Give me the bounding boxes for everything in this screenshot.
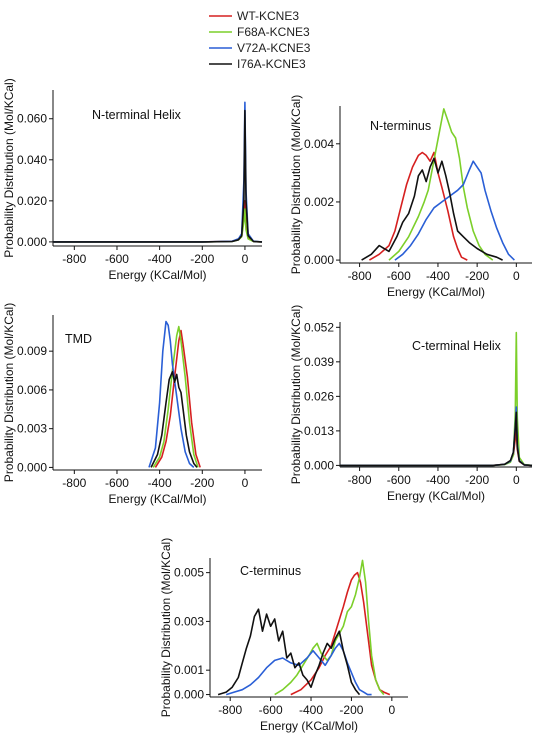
x-tick-label: 0 [513, 473, 520, 487]
x-tick-label: 0 [388, 703, 395, 717]
legend: WT-KCNE3 F68A-KCNE3 V72A-KCNE3 I76A-KCNE3 [209, 9, 311, 71]
y-tick-label: 0.001 [174, 663, 204, 677]
y-tick-label: 0.052 [304, 320, 334, 334]
x-tick-label: -800 [348, 269, 372, 283]
y-tick-label: 0.000 [304, 458, 334, 472]
series-line [150, 370, 198, 468]
y-tick-label: 0.000 [304, 253, 334, 267]
x-tick-label: -400 [148, 252, 172, 266]
x-tick-label: -800 [62, 476, 86, 490]
y-axis-label: Probability Distribution (Mol/KCal) [2, 78, 16, 257]
y-tick-label: 0.002 [304, 195, 334, 209]
chart-panel: 0.000 0.002 0.004 -800 -600 -400 -200 0 Energy (… [289, 95, 532, 299]
x-tick-label: -600 [259, 703, 283, 717]
y-tick-label: 0.005 [174, 566, 204, 580]
legend-label: I76A-KCNE3 [237, 57, 306, 71]
series-line [53, 109, 263, 243]
x-tick-label: -800 [348, 473, 372, 487]
y-tick-label: 0.006 [17, 383, 47, 397]
y-tick-label: 0.060 [17, 112, 47, 126]
x-tick-label: 0 [513, 269, 520, 283]
x-tick-label: -600 [387, 473, 411, 487]
x-tick-label: 0 [242, 476, 249, 490]
x-tick-label: -400 [426, 473, 450, 487]
series-line [361, 157, 503, 261]
panel-title: TMD [65, 332, 92, 346]
panel-title: C-terminus [240, 564, 301, 578]
x-tick-label: -800 [62, 252, 86, 266]
series-line [148, 320, 195, 468]
y-axis-label: Probability Distribution (Mol/KCal) [2, 303, 16, 482]
y-tick-label: 0.009 [17, 344, 47, 358]
series-line [394, 160, 515, 261]
chart-panel: 0.000 0.001 0.003 0.005 -800 -600 -400 -200 0 Ene… [159, 538, 408, 733]
series-line [225, 642, 372, 696]
x-axis-label: Energy (KCal/Mol) [108, 492, 206, 506]
x-tick-label: -400 [148, 476, 172, 490]
legend-label: V72A-KCNE3 [237, 41, 311, 55]
y-axis-label: Probability Distribution (Mol/KCal) [159, 538, 173, 717]
series-line [152, 325, 199, 468]
x-axis-label: Energy (KCal/Mol) [260, 719, 358, 733]
y-tick-label: 0.026 [304, 389, 334, 403]
x-tick-label: -400 [426, 269, 450, 283]
x-tick-label: -200 [339, 703, 363, 717]
panel-title: C-terminal Helix [412, 339, 502, 353]
x-tick-label: -200 [190, 252, 214, 266]
y-tick-label: 0.039 [304, 355, 334, 369]
y-axis-label: Probability Distribution (Mol/KCal) [289, 95, 303, 274]
panel-title: N-terminus [370, 119, 431, 133]
y-tick-label: 0.003 [17, 422, 47, 436]
x-tick-label: -200 [465, 473, 489, 487]
legend-label: WT-KCNE3 [237, 9, 299, 23]
y-tick-label: 0.003 [174, 614, 204, 628]
series-line [53, 101, 263, 243]
chart-panel: 0.000 0.020 0.040 0.060 -800 -600 -400 -200 0 Ene… [2, 78, 263, 282]
series-line [388, 108, 494, 261]
y-tick-label: 0.000 [17, 235, 47, 249]
series-line [53, 200, 263, 243]
y-tick-label: 0.013 [304, 424, 334, 438]
x-axis-label: Energy (KCal/Mol) [387, 489, 485, 503]
panels: 0.000 0.020 0.040 0.060 -800 -600 -400 -200 0 Ene… [2, 78, 533, 733]
y-tick-label: 0.040 [17, 153, 47, 167]
x-tick-label: -600 [105, 476, 129, 490]
series-line [217, 608, 361, 696]
x-tick-label: -400 [299, 703, 323, 717]
series-line [340, 427, 533, 467]
series-line [368, 151, 468, 261]
y-tick-label: 0.020 [17, 194, 47, 208]
y-axis-label: Probability Distribution (Mol/KCal) [289, 305, 303, 484]
series-line [340, 406, 533, 467]
x-tick-label: 0 [242, 252, 249, 266]
legend-label: F68A-KCNE3 [237, 25, 310, 39]
series-line [340, 411, 533, 467]
y-tick-label: 0.004 [304, 137, 334, 151]
chart-panel: 0.000 0.003 0.006 0.009 -800 -600 -400 -200 0 Ene… [2, 303, 262, 506]
y-tick-label: 0.000 [174, 688, 204, 702]
y-tick-label: 0.000 [17, 460, 47, 474]
x-tick-label: -600 [105, 252, 129, 266]
panel-title: N-terminal Helix [92, 108, 182, 122]
x-tick-label: -600 [387, 269, 411, 283]
chart-panel: 0.000 0.013 0.026 0.039 0.052 -800 -600 -400 -20… [289, 305, 533, 503]
x-axis-label: Energy (KCal/Mol) [108, 268, 206, 282]
x-tick-label: -800 [218, 703, 242, 717]
x-tick-label: -200 [465, 269, 489, 283]
x-tick-label: -200 [190, 476, 214, 490]
x-axis-label: Energy (KCal/Mol) [387, 285, 485, 299]
series-line [53, 208, 263, 243]
